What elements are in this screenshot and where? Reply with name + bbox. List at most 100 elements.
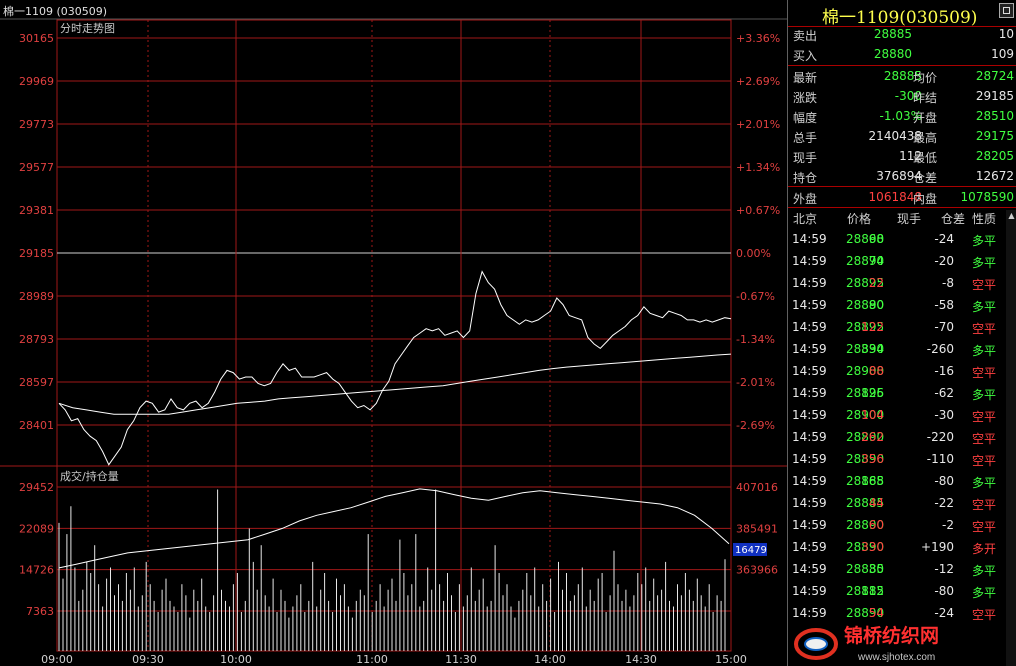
trade-time: 14:59 (792, 518, 827, 532)
trade-nature: 多平 (972, 564, 997, 578)
x-tick-label: 11:00 (356, 653, 388, 666)
inner-label: 内盘 (913, 192, 938, 206)
trade-nature: 空平 (972, 366, 997, 380)
bid-volume: 109 (991, 47, 1014, 61)
trade-price: 28890 (846, 342, 885, 356)
window-title: 棉一1109 (030509) (3, 5, 108, 18)
stat-label: 幅度 (793, 111, 818, 125)
trade-row[interactable]: 14:59 28890 334 -260 多平 (788, 339, 1016, 361)
trade-nature: 空平 (972, 520, 997, 534)
oi-tick-label: 407016 (736, 481, 778, 494)
stat-label: 开盘 (913, 111, 938, 125)
trade-oi-diff: -260 (926, 342, 954, 356)
stat-label: 均价 (913, 71, 938, 85)
trade-list-scrollbar[interactable]: ▲ (1006, 210, 1016, 666)
trade-row[interactable]: 14:59 28900 104 -30 空平 (788, 405, 1016, 427)
trade-row[interactable]: 14:59 28900 88 -16 空平 (788, 361, 1016, 383)
chart-title: 分时走势图 (60, 22, 115, 35)
trade-nature: 多平 (972, 476, 997, 490)
col-price: 价格 (847, 212, 872, 226)
trade-row[interactable]: 14:59 28885 44 -22 空平 (788, 493, 1016, 515)
trade-volume: 112 (861, 584, 884, 598)
trade-row[interactable]: 14:59 28890 68 -24 多平 (788, 229, 1016, 251)
trade-row[interactable]: 14:59 28895 22 -8 空平 (788, 273, 1016, 295)
trade-oi-diff: -8 (942, 276, 954, 290)
restore-window-icon[interactable] (999, 3, 1014, 18)
trade-oi-diff: -16 (934, 364, 954, 378)
y-tick-label: 29185 (19, 247, 54, 260)
trade-oi-diff: -30 (934, 408, 954, 422)
y-tick-label: 30165 (19, 32, 54, 45)
trade-row[interactable]: 14:59 28890 60 -2 空平 (788, 515, 1016, 537)
open-interest-line (58, 488, 730, 569)
volume-panel-frame (56, 465, 732, 652)
trade-time: 14:59 (792, 342, 827, 356)
x-tick-label: 11:30 (445, 653, 477, 666)
price-panel-frame (56, 19, 732, 467)
watermark-brand: 锦桥纺织网 (844, 624, 939, 647)
trade-price: 28890 (846, 430, 885, 444)
trade-time: 14:59 (792, 320, 827, 334)
x-tick-label: 15:00 (715, 653, 747, 666)
trade-row[interactable]: 14:59 28895 122 -70 空平 (788, 317, 1016, 339)
y-tick-label: 28793 (19, 333, 54, 346)
trade-row[interactable]: 14:59 28890 356 -110 空平 (788, 449, 1016, 471)
trade-row[interactable]: 14:59 28890 74 -20 多平 (788, 251, 1016, 273)
trade-row[interactable]: 14:59 28890 262 -220 空平 (788, 427, 1016, 449)
trade-price: 28890 (846, 452, 885, 466)
stat-value: 28205 (975, 149, 1014, 163)
trade-nature: 多平 (972, 586, 997, 600)
price-line (58, 270, 732, 466)
trade-time: 14:59 (792, 562, 827, 576)
trade-oi-diff: -24 (934, 606, 954, 620)
trade-time: 14:59 (792, 232, 827, 246)
trade-price: 28885 (846, 562, 885, 576)
trade-oi-diff: -62 (934, 386, 954, 400)
stat-value: -1.03% (879, 109, 922, 123)
trade-volume: 74 (868, 254, 884, 268)
trade-nature: 空平 (972, 410, 997, 424)
logo-core-icon (804, 637, 828, 651)
y-tick-right-label: -2.69% (736, 419, 775, 432)
volume-title: 成交/持仓量 (60, 469, 119, 483)
stat-label: 总手 (793, 131, 818, 145)
stat-value: 28510 (975, 109, 1014, 123)
trade-oi-diff: -22 (934, 496, 954, 510)
trade-volume: 126 (861, 386, 884, 400)
stat-value: 29185 (975, 89, 1014, 103)
trade-price: 28890 (846, 518, 885, 532)
y-tick-right-label: +3.36% (736, 32, 780, 45)
trade-price: 28890 (846, 254, 885, 268)
trade-row[interactable]: 14:59 28895 126 -62 多平 (788, 383, 1016, 405)
scroll-up-icon[interactable]: ▲ (1008, 211, 1015, 220)
y-tick-label: 28597 (19, 376, 54, 389)
bid-price: 28880 (873, 47, 912, 61)
stat-value: 29175 (975, 129, 1014, 143)
average-price-line (58, 353, 732, 415)
divider (788, 65, 1016, 66)
trade-row[interactable]: 14:59 28885 112 -80 多平 (788, 581, 1016, 603)
window-title-bar: 棉一1109 (030509) (0, 0, 786, 19)
trade-time: 14:59 (792, 408, 827, 422)
trade-row[interactable]: 14:59 28885 30 -12 多平 (788, 559, 1016, 581)
y-tick-right-label: +2.69% (736, 75, 780, 88)
y-tick-right-label: -2.01% (736, 376, 775, 389)
trade-nature: 多平 (972, 388, 997, 402)
bid-label: 买入 (793, 49, 818, 63)
trade-price: 28885 (846, 496, 885, 510)
y-tick-label: 29577 (19, 161, 54, 174)
trade-row[interactable]: 14:59 28890 80 -58 多平 (788, 295, 1016, 317)
col-time: 北京 (793, 212, 818, 226)
trade-time: 14:59 (792, 430, 827, 444)
trade-row[interactable]: 14:59 28885 168 -80 多平 (788, 471, 1016, 493)
stat-label: 现手 (793, 151, 818, 165)
y-tick-right-label: +0.67% (736, 204, 780, 217)
y-tick-right-label: -1.34% (736, 333, 775, 346)
x-tick-label: 10:00 (220, 653, 252, 666)
quote-title-bar: 棉一1109(030509) (788, 0, 1016, 28)
trade-row[interactable]: 14:59 28890 54 -24 空平 (788, 603, 1016, 625)
trade-price: 28885 (846, 474, 885, 488)
trade-row[interactable]: 14:59 28890 330 +190 多开 (788, 537, 1016, 559)
x-tick-label: 14:30 (625, 653, 657, 666)
